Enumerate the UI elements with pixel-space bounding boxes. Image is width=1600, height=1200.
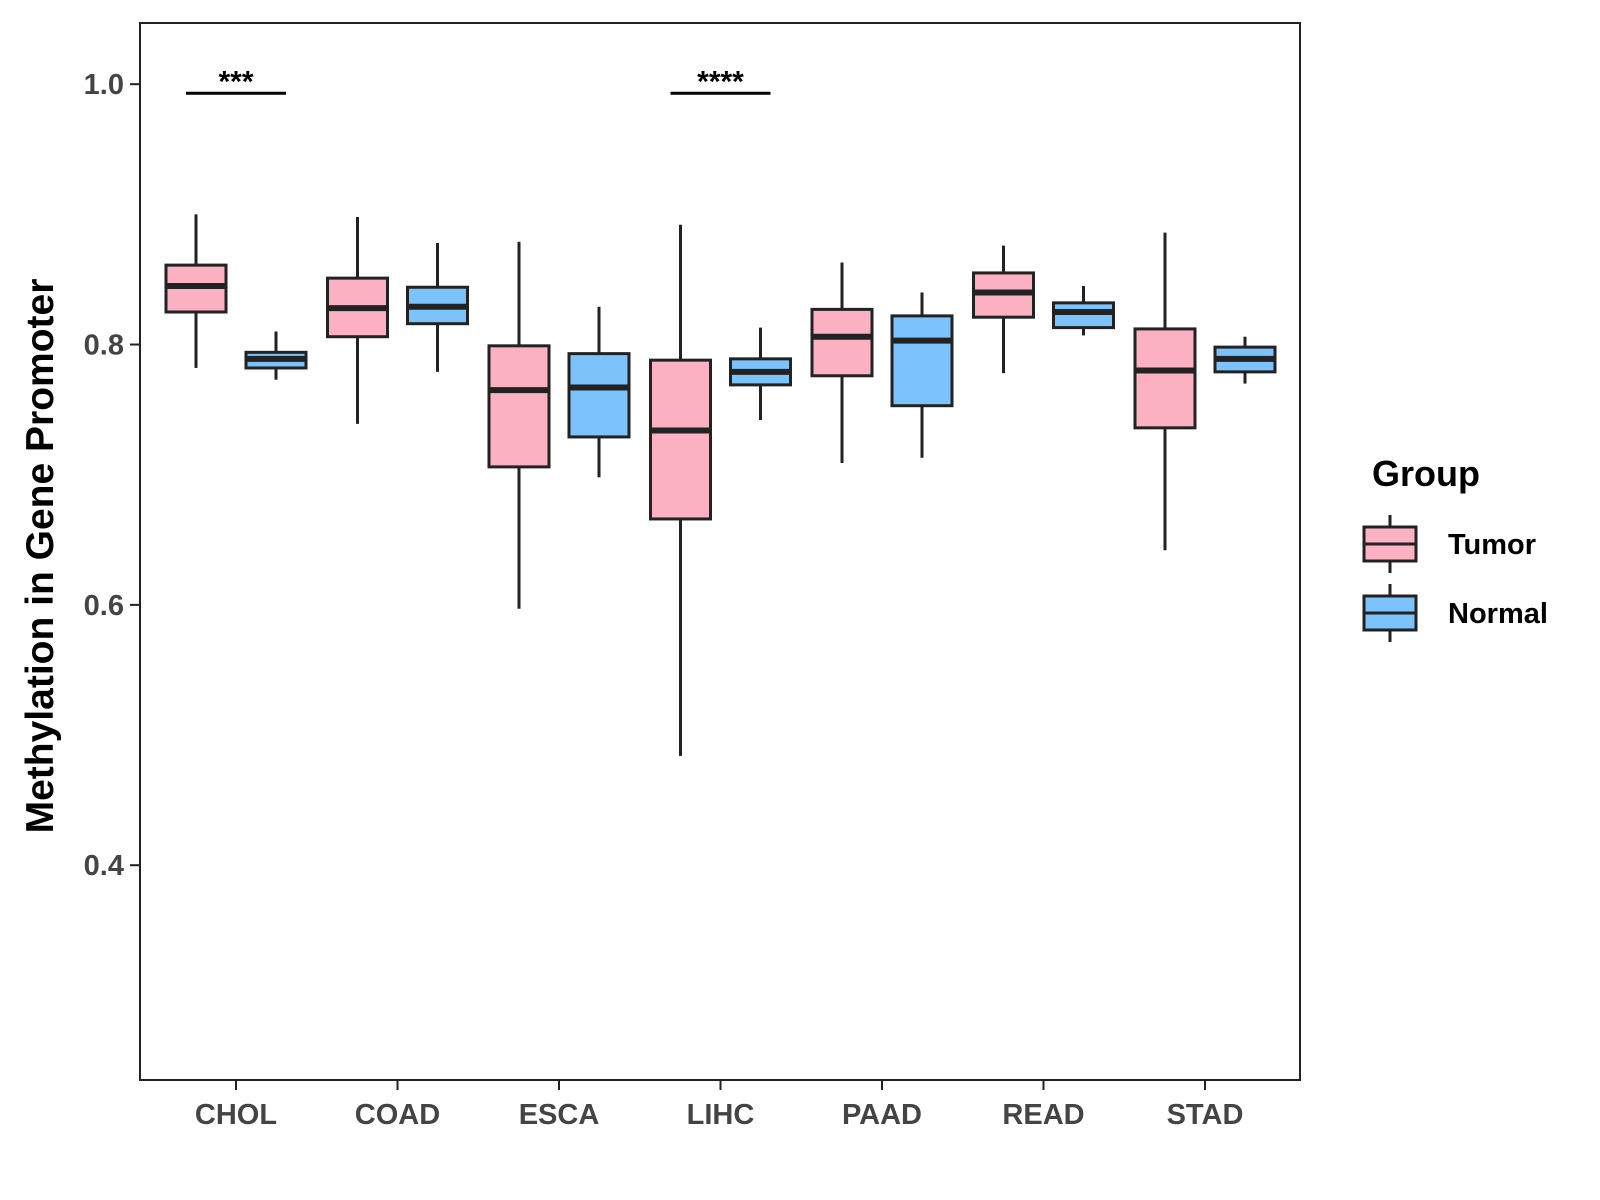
x-tick-label: READ — [1002, 1099, 1084, 1131]
plot-panel — [139, 22, 1301, 1081]
box-normal-coad — [406, 242, 469, 372]
box-body — [890, 314, 954, 408]
box-normal-chol — [244, 331, 308, 380]
box-marks — [164, 214, 1277, 756]
legend-label-tumor: Tumor — [1448, 529, 1536, 561]
significance-label: *** — [218, 65, 253, 98]
box-normal-read — [1052, 285, 1115, 336]
x-tick-label: PAAD — [842, 1099, 922, 1131]
box-tumor-read — [972, 245, 1035, 374]
legend-title: Group — [1372, 453, 1480, 494]
significance-label: **** — [697, 65, 744, 98]
box-body — [1133, 327, 1197, 430]
box-tumor-lihc — [649, 224, 712, 756]
y-tick-label: 0.6 — [84, 590, 124, 622]
y-axis-title: Methylation in Gene Promoter — [19, 279, 62, 834]
box-body — [487, 344, 551, 469]
legend-key-tumor — [1362, 515, 1418, 573]
box-tumor-chol — [164, 214, 228, 368]
box-normal-stad — [1213, 336, 1277, 384]
y-tick-label: 1.0 — [84, 69, 124, 101]
x-tick-label: COAD — [355, 1099, 440, 1131]
legend-label-normal: Normal — [1448, 598, 1548, 630]
legend: Group Tumor Normal — [1362, 453, 1548, 642]
box-normal-lihc — [729, 327, 792, 421]
box-normal-paad — [890, 292, 954, 458]
y-tick-label: 0.4 — [84, 850, 124, 882]
x-axis: CHOL COAD ESCA LIHC PAAD READ STAD — [195, 1080, 1243, 1131]
x-tick-label: ESCA — [519, 1099, 600, 1131]
x-tick-label: LIHC — [687, 1099, 755, 1131]
box-body — [1052, 301, 1115, 330]
box-normal-esca — [567, 306, 631, 478]
box-body — [567, 352, 631, 439]
significance-annotations: *** **** — [186, 65, 771, 98]
box-tumor-paad — [810, 262, 874, 463]
box-body — [810, 307, 874, 378]
box-tumor-stad — [1133, 232, 1197, 551]
box-body — [649, 358, 712, 521]
box-tumor-esca — [487, 241, 551, 609]
y-tick-label: 0.8 — [84, 330, 124, 362]
x-tick-label: STAD — [1167, 1099, 1244, 1131]
legend-key-normal — [1362, 584, 1418, 642]
box-tumor-coad — [326, 216, 389, 424]
x-tick-label: CHOL — [195, 1099, 277, 1131]
y-axis: 0.4 0.6 0.8 1.0 — [84, 69, 140, 882]
